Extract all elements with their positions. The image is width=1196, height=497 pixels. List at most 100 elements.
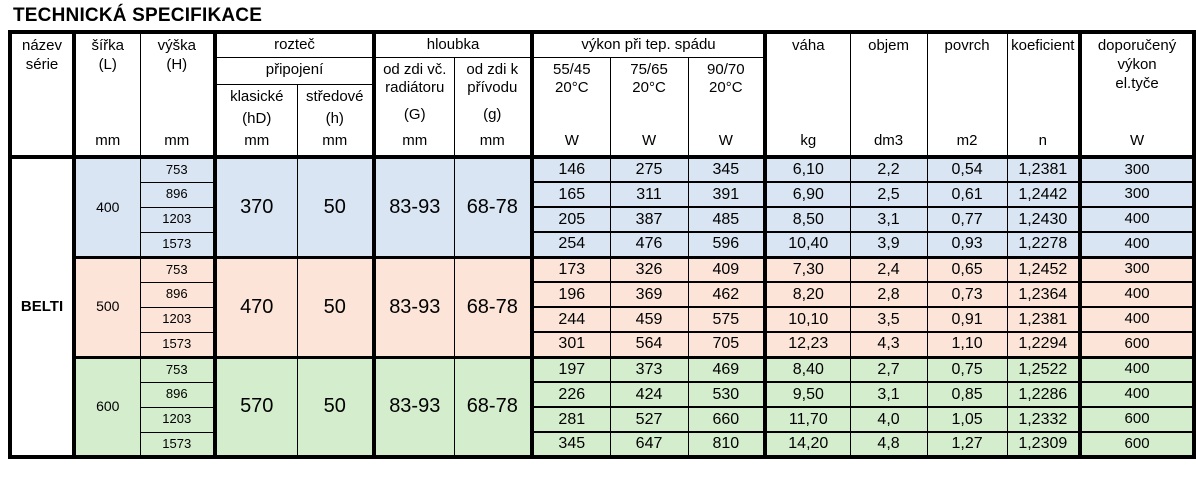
coefficient-cell: 1,2332 (1006, 406, 1081, 433)
pitch-central-cell: 50 (296, 155, 375, 258)
power-9070-cell: 530 (687, 381, 766, 408)
depth-from-wall-radiator-cell: 83-93 (372, 355, 455, 458)
table-row: 1203 281 527 660 11,70 4,0 1,05 1,2332 600 (10, 406, 1195, 433)
t9070-temp: 20°C (709, 79, 743, 97)
coefficient-cell: 1,2442 (1006, 181, 1081, 208)
table-row: 1203 205 387 485 8,50 3,1 0,77 1,2430 400 (10, 206, 1195, 233)
coefficient-cell: 1,2278 (1006, 231, 1081, 258)
coefficient-cell: 1,2294 (1006, 331, 1081, 358)
objem-unit: dm3 (873, 132, 904, 150)
power-7565-cell: 326 (609, 255, 689, 283)
col-header-od-zdi-k-privodu: od zdi k přívodu (g) mm (453, 56, 533, 159)
col-header-objem: objem dm3 (849, 31, 928, 159)
coefficient-cell: 1,2364 (1006, 281, 1081, 308)
t9070-unit: W (718, 132, 733, 150)
coefficient-cell: 1,2522 (1006, 355, 1081, 383)
height-cell: 896 (139, 281, 216, 308)
t5545-temp: 20°C (555, 79, 589, 97)
power-9070-cell: 660 (687, 406, 766, 433)
weight-cell: 10,40 (763, 231, 851, 258)
vyska-symbol: (H) (166, 55, 188, 73)
depth-from-wall-supply-cell: 68-78 (453, 155, 533, 258)
sirka-unit: mm (95, 132, 121, 150)
power-7565-cell: 459 (609, 306, 689, 333)
weight-cell: 14,20 (763, 431, 851, 458)
width-cell: 500 (72, 255, 141, 358)
height-cell: 1203 (139, 406, 216, 433)
doporuceny-label-2: výkon (1117, 55, 1157, 73)
doporuceny-label-1: doporučený (1097, 37, 1177, 54)
od-zdi-k-unit: mm (479, 132, 505, 150)
power-5545-cell: 196 (530, 281, 611, 308)
sirka-symbol: (L) (98, 55, 117, 73)
doporuceny-label-3: el.tyče (1115, 74, 1159, 92)
coefficient-cell: 1,2381 (1006, 155, 1081, 183)
coefficient-cell: 1,2430 (1006, 206, 1081, 233)
table-row: 1573 254 476 596 10,40 3,9 0,93 1,2278 400 (10, 231, 1195, 258)
coefficient-cell: 1,2452 (1006, 255, 1081, 283)
weight-cell: 6,90 (763, 181, 851, 208)
weight-cell: 8,50 (763, 206, 851, 233)
volume-cell: 4,8 (849, 431, 928, 458)
volume-cell: 2,4 (849, 255, 928, 283)
col-header-vykon: výkon při tep. spádu (530, 31, 766, 58)
col-header-vaha: váha kg (763, 31, 851, 159)
stredove-symbol: (h) (325, 109, 344, 127)
surface-cell: 0,91 (926, 306, 1008, 333)
power-9070-cell: 485 (687, 206, 766, 233)
power-5545-cell: 244 (530, 306, 611, 333)
table-row: 896 196 369 462 8,20 2,8 0,73 1,2364 400 (10, 281, 1195, 308)
height-cell: 1573 (139, 331, 216, 358)
height-cell: 896 (139, 381, 216, 408)
surface-cell: 0,73 (926, 281, 1008, 308)
surface-cell: 0,65 (926, 255, 1008, 283)
od-zdi-vc-line2: radiátoru (385, 79, 445, 97)
surface-cell: 1,10 (926, 331, 1008, 358)
height-cell: 1573 (139, 431, 216, 458)
page-title: TECHNICKÁ SPECIFIKACE (13, 5, 263, 26)
objem-label: objem (868, 37, 909, 54)
spec-table: název série šířka (L) mm výška (H) (8, 30, 1196, 459)
height-cell: 896 (139, 181, 216, 208)
t5545-label: 55/45 (553, 60, 591, 78)
height-cell: 1203 (139, 306, 216, 333)
weight-cell: 7,30 (763, 255, 851, 283)
power-5545-cell: 226 (530, 381, 611, 408)
nazev-label: název (21, 37, 63, 54)
height-cell: 1203 (139, 206, 216, 233)
power-5545-cell: 146 (530, 155, 611, 183)
width-cell: 400 (72, 155, 141, 258)
col-header-hloubka: hloubka (372, 31, 533, 58)
power-9070-cell: 810 (687, 431, 766, 458)
recommended-power-cell: 400 (1078, 281, 1195, 308)
coefficient-cell: 1,2286 (1006, 381, 1081, 408)
power-5545-cell: 165 (530, 181, 611, 208)
volume-cell: 4,0 (849, 406, 928, 433)
t5545-unit: W (564, 132, 579, 150)
depth-from-wall-supply-cell: 68-78 (453, 255, 533, 358)
recommended-power-cell: 300 (1078, 181, 1195, 208)
power-5545-cell: 254 (530, 231, 611, 258)
power-5545-cell: 205 (530, 206, 611, 233)
weight-cell: 9,50 (763, 381, 851, 408)
depth-from-wall-radiator-cell: 83-93 (372, 155, 455, 258)
power-9070-cell: 409 (687, 255, 766, 283)
col-header-nazev-serie: název série (9, 31, 75, 159)
power-7565-cell: 369 (609, 281, 689, 308)
power-7565-cell: 647 (609, 431, 689, 458)
table-row: 1573 345 647 810 14,20 4,8 1,27 1,2309 600 (10, 431, 1195, 458)
depth-from-wall-radiator-cell: 83-93 (372, 255, 455, 358)
recommended-power-cell: 300 (1078, 255, 1195, 283)
doporuceny-unit: W (1129, 132, 1145, 150)
recommended-power-cell: 400 (1078, 206, 1195, 233)
height-cell: 753 (139, 155, 216, 183)
power-5545-cell: 301 (530, 331, 611, 358)
power-7565-cell: 373 (609, 355, 689, 383)
power-7565-cell: 387 (609, 206, 689, 233)
surface-cell: 0,93 (926, 231, 1008, 258)
volume-cell: 3,1 (849, 206, 928, 233)
power-9070-cell: 462 (687, 281, 766, 308)
pitch-classic-cell: 570 (213, 355, 298, 458)
depth-from-wall-supply-cell: 68-78 (453, 355, 533, 458)
power-7565-cell: 564 (609, 331, 689, 358)
